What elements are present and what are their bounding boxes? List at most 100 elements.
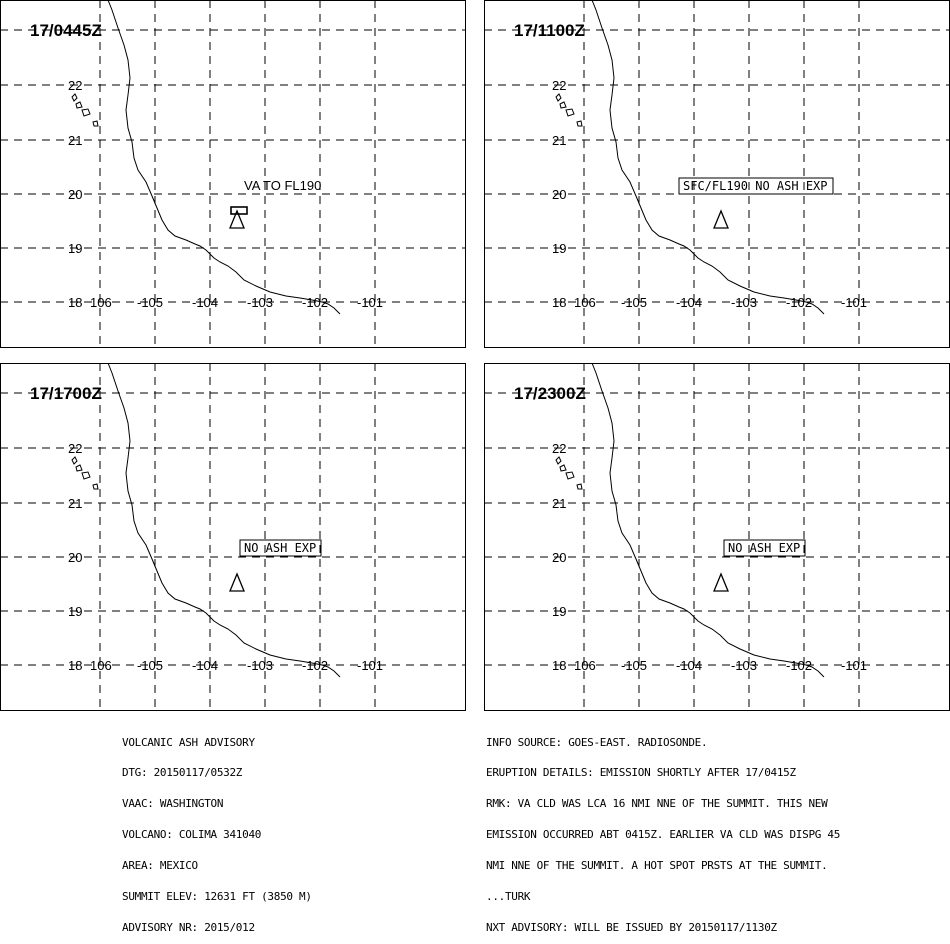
island [92,483,99,490]
island [75,464,83,472]
ash-cloud-polygon [230,206,248,215]
longitude-label: -101 [357,295,383,310]
longitude-label: -102 [786,658,812,673]
latitude-label: 20 [552,550,566,565]
advisory-line: AREA: MEXICO [122,859,198,873]
longitude-label: -102 [786,295,812,310]
longitude-label: 106 [90,295,112,310]
latitude-label: 22 [68,78,82,93]
ash-forecast-label: NO ASH EXP [728,541,800,555]
longitude-label: -101 [841,658,867,673]
map-svg: 22 21 20 19 18 106 -105 -104 -103 -102 -101 17/2300… [484,363,950,711]
latitude-label: 18 [68,295,82,310]
longitude-label: -102 [302,295,328,310]
map-panel-4: 22 21 20 19 18 106 -105 -104 -103 -102 -101 17/2300… [484,363,950,711]
latitude-label: 19 [552,604,566,619]
advisory-line: NMI NNE OF THE SUMMIT. A HOT SPOT PRSTS … [486,859,828,873]
ash-forecast-box [239,539,322,557]
longitude-label: -103 [731,295,757,310]
island [71,93,78,102]
latitude-label: 18 [552,658,566,673]
forecast-time: 17/1700Z [30,384,102,403]
volcano-icon [229,209,245,229]
forecast-time: 17/0445Z [30,21,102,40]
island [71,456,78,465]
island [75,101,83,109]
forecast-time: 17/2300Z [514,384,586,403]
advisory-line: SUMMIT ELEV: 12631 FT (3850 M) [122,890,312,904]
advisory-line: ...TURK [486,890,531,904]
longitude-label: -105 [137,295,163,310]
advisory-line: VOLCANIC ASH ADVISORY [122,735,255,749]
island [81,108,91,117]
map-panel-3: 22 21 20 19 18 106 -105 -104 -103 -102 -101 17/1700… [0,363,466,711]
latitude-label: 21 [68,133,82,148]
map-svg: 22 21 20 19 18 106 -105 -104 -103 -102 -101 17/1700… [0,363,466,711]
advisory-line: ERUPTION DETAILS: EMISSION SHORTLY AFTER… [486,766,796,780]
latitude-label: 20 [68,187,82,202]
ash-forecast-label: VA TO FL190 [244,178,321,193]
map-panel-1: 22 21 20 19 18 106 -105 -104 -103 -102 -101 17/0445… [0,0,466,348]
island [92,120,99,127]
map-frame [0,363,466,711]
island [576,483,583,490]
latitude-label: 18 [68,658,82,673]
map-frame [0,0,466,348]
longitude-label: -104 [192,295,218,310]
island [565,471,575,480]
ash-forecast-label: SFC/FL190 NO ASH EXP [683,179,828,193]
coastline [591,0,825,315]
ash-forecast-label: NO ASH EXP [244,541,316,555]
map-frame [484,363,950,711]
map-svg: 22 21 20 19 18 106 -105 -104 -103 -102 -101 17/1100… [484,0,950,348]
map-svg: 22 21 20 19 18 106 -105 -104 -103 -102 -101 17/0445… [0,0,466,348]
longitude-label: -102 [302,658,328,673]
longitude-label: -105 [137,658,163,673]
longitude-label: 106 [574,295,596,310]
longitude-label: -104 [676,658,702,673]
advisory-line: VAAC: WASHINGTON [122,797,224,811]
island [559,464,567,472]
coastline [107,363,341,678]
ash-forecast-box [723,539,806,557]
advisory-line: VOLCANO: COLIMA 341040 [122,828,262,842]
coastline [591,363,825,678]
latitude-label: 22 [68,441,82,456]
island [555,93,562,102]
advisory-line: ADVISORY NR: 2015/012 [122,920,255,934]
volcano-icon [713,209,729,229]
latitude-label: 21 [552,133,566,148]
latitude-label: 21 [552,496,566,511]
latitude-label: 20 [68,550,82,565]
longitude-label: -105 [621,295,647,310]
latitude-label: 22 [552,441,566,456]
longitude-label: 106 [574,658,596,673]
latitude-label: 19 [68,241,82,256]
latitude-label: 19 [68,604,82,619]
longitude-label: -104 [192,658,218,673]
volcano-icon [229,572,245,592]
island [81,471,91,480]
advisory-line: NXT ADVISORY: WILL BE ISSUED BY 20150117… [486,920,777,934]
longitude-label: -103 [731,658,757,673]
longitude-label: 106 [90,658,112,673]
forecast-time: 17/1100Z [514,21,585,40]
latitude-label: 19 [552,241,566,256]
advisory-details-block: INFO SOURCE: GOES-EAST. RADIOSONDE. ERUP… [486,717,840,944]
island [565,108,575,117]
longitude-label: -101 [357,658,383,673]
island [576,120,583,127]
longitude-label: -104 [676,295,702,310]
map-frame [484,0,950,348]
advisory-header-block: VOLCANIC ASH ADVISORY DTG: 20150117/0532… [122,717,312,944]
volcano-icon [713,572,729,592]
latitude-label: 20 [552,187,566,202]
ash-forecast-box [678,177,834,195]
advisory-line: DTG: 20150117/0532Z [122,766,243,780]
advisory-line: RMK: VA CLD WAS LCA 16 NMI NNE OF THE SU… [486,797,828,811]
advisory-line: EMISSION OCCURRED ABT 0415Z. EARLIER VA … [486,828,841,842]
coastline [107,0,341,315]
latitude-label: 22 [552,78,566,93]
island [555,456,562,465]
latitude-label: 18 [552,295,566,310]
